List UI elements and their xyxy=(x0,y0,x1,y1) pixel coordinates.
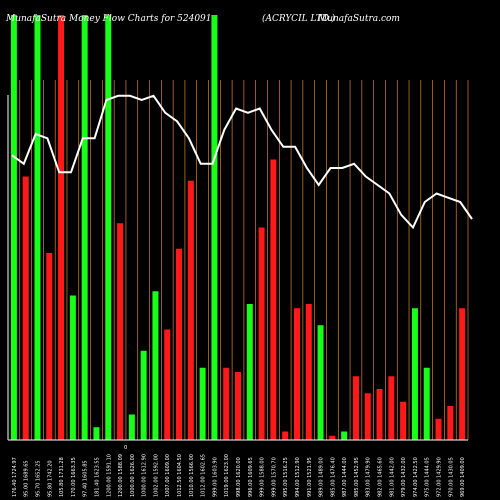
volume-bar xyxy=(352,376,359,440)
volume-bar xyxy=(46,253,53,440)
volume-bar xyxy=(199,367,206,440)
x-tick-label: 181.40 1623.55 xyxy=(94,457,100,497)
x-tick-label: 95.70 1652.25 xyxy=(35,460,41,497)
x-tick-label: 1012.50 1604.50 xyxy=(177,454,183,497)
volume-bar xyxy=(22,176,29,440)
x-tick-label: 985.00 1452.95 xyxy=(354,457,360,497)
x-tick-label: 972.00 1429.90 xyxy=(437,457,443,497)
x-tick-label: 176.40 1724.97 xyxy=(12,457,18,497)
volume-bar xyxy=(187,180,194,440)
x-tick-label: 981.00 1442.00 xyxy=(389,457,395,497)
x-tick-label: 1000.00 1626.00 xyxy=(130,454,136,497)
x-extra-mark: 0 xyxy=(124,445,127,451)
volume-bar xyxy=(246,304,253,440)
volume-bar xyxy=(258,227,265,440)
chart-title: MunafaSutra Money Flow Charts for 524091 xyxy=(6,14,212,24)
x-tick-label: 975.00 1444.05 xyxy=(425,457,431,497)
volume-bar xyxy=(364,393,371,440)
x-tick-label: 1000.00 1612.90 xyxy=(142,454,148,497)
x-tick-label: 999.00 1603.90 xyxy=(212,457,218,497)
volume-bar xyxy=(376,389,383,440)
x-tick-label: 995.00 1516.25 xyxy=(283,457,289,497)
volume-bar xyxy=(128,414,135,440)
x-tick-label: 985.00 1476.40 xyxy=(330,457,336,497)
volume-bar xyxy=(140,350,147,440)
volume-bar xyxy=(270,159,277,440)
x-tick-label: 1002.00 1592.00 xyxy=(153,454,159,497)
price-line xyxy=(11,94,473,230)
volume-bar xyxy=(223,367,230,440)
volume-bar xyxy=(69,295,76,440)
x-tick-label: 991.00 1521.95 xyxy=(307,457,313,497)
gridlines xyxy=(19,80,469,440)
volume-bar xyxy=(388,376,395,440)
x-tick-label: 994.00 1512.90 xyxy=(295,457,301,497)
x-tick-label: 1007.00 1609.00 xyxy=(165,454,171,497)
volume-bar xyxy=(58,15,65,440)
volume-bar xyxy=(411,308,418,440)
volume-bar xyxy=(282,431,289,440)
x-tick-label: 105.80 1731.28 xyxy=(59,457,65,497)
x-tick-label: 982.00 1465.60 xyxy=(378,457,384,497)
volume-bar xyxy=(117,223,124,440)
volume-bar xyxy=(435,418,442,440)
x-tick-label: 1200.00 1588.09 xyxy=(118,454,124,497)
x-tick-label: 170.00 1663.35 xyxy=(71,457,77,497)
x-tick-label: 969.00 1409.00 xyxy=(460,457,466,497)
x-tick-label: 95.00 1689.65 xyxy=(24,460,30,497)
volume-bar xyxy=(423,367,430,440)
volume-bar xyxy=(81,15,88,440)
x-tick-label: 998.00 1620.00 xyxy=(236,457,242,497)
x-tick-labels: 176.40 1724.97 95.00 1689.65 95.70 1652.25… xyxy=(12,445,466,497)
x-tick-label: 989.00 1489.00 xyxy=(319,457,325,497)
volume-bar xyxy=(105,15,112,440)
x-tick-label: 1012.00 1602.65 xyxy=(201,454,207,497)
x-tick-label: 983.00 1479.90 xyxy=(366,457,372,497)
x-tick-label: 999.00 1570.70 xyxy=(271,457,277,497)
x-tick-label: 95.80 1742.20 xyxy=(47,460,53,497)
volume-bar xyxy=(211,15,218,440)
volume-bar xyxy=(305,304,312,440)
volume-bar xyxy=(329,435,336,440)
x-tick-label: 970.00 1430.05 xyxy=(448,457,454,497)
volume-bar xyxy=(164,329,171,440)
volume-bar xyxy=(176,248,183,440)
x-tick-label: 1200.00 1591.10 xyxy=(106,454,112,497)
volume-bars xyxy=(10,15,466,440)
volume-bar xyxy=(447,406,454,440)
volume-bar xyxy=(341,431,348,440)
volume-bar xyxy=(93,427,100,440)
x-tick-label: 979.00 1432.00 xyxy=(401,457,407,497)
x-tick-label: 999.00 1588.00 xyxy=(260,457,266,497)
x-tick-label: 996.00 1609.65 xyxy=(248,457,254,497)
volume-bar xyxy=(152,291,159,440)
volume-bar xyxy=(34,15,41,440)
volume-bar xyxy=(293,308,300,440)
volume-bar xyxy=(459,308,466,440)
volume-bar xyxy=(235,372,241,440)
x-tick-label: 97.40 1605.85 xyxy=(83,460,89,497)
x-tick-label: 1019.00 1623.00 xyxy=(224,454,230,497)
company-name: (ACRYCIL LTD.) xyxy=(262,14,335,24)
x-tick-label: 974.00 1422.50 xyxy=(413,457,419,497)
x-tick-label: 987.00 1444.00 xyxy=(342,457,348,497)
volume-bar xyxy=(10,15,17,440)
volume-bar xyxy=(317,325,324,440)
site-name: MunafaSutra.com xyxy=(318,14,400,24)
volume-bar xyxy=(400,401,407,440)
x-tick-label: 1010.00 1566.00 xyxy=(189,454,195,497)
